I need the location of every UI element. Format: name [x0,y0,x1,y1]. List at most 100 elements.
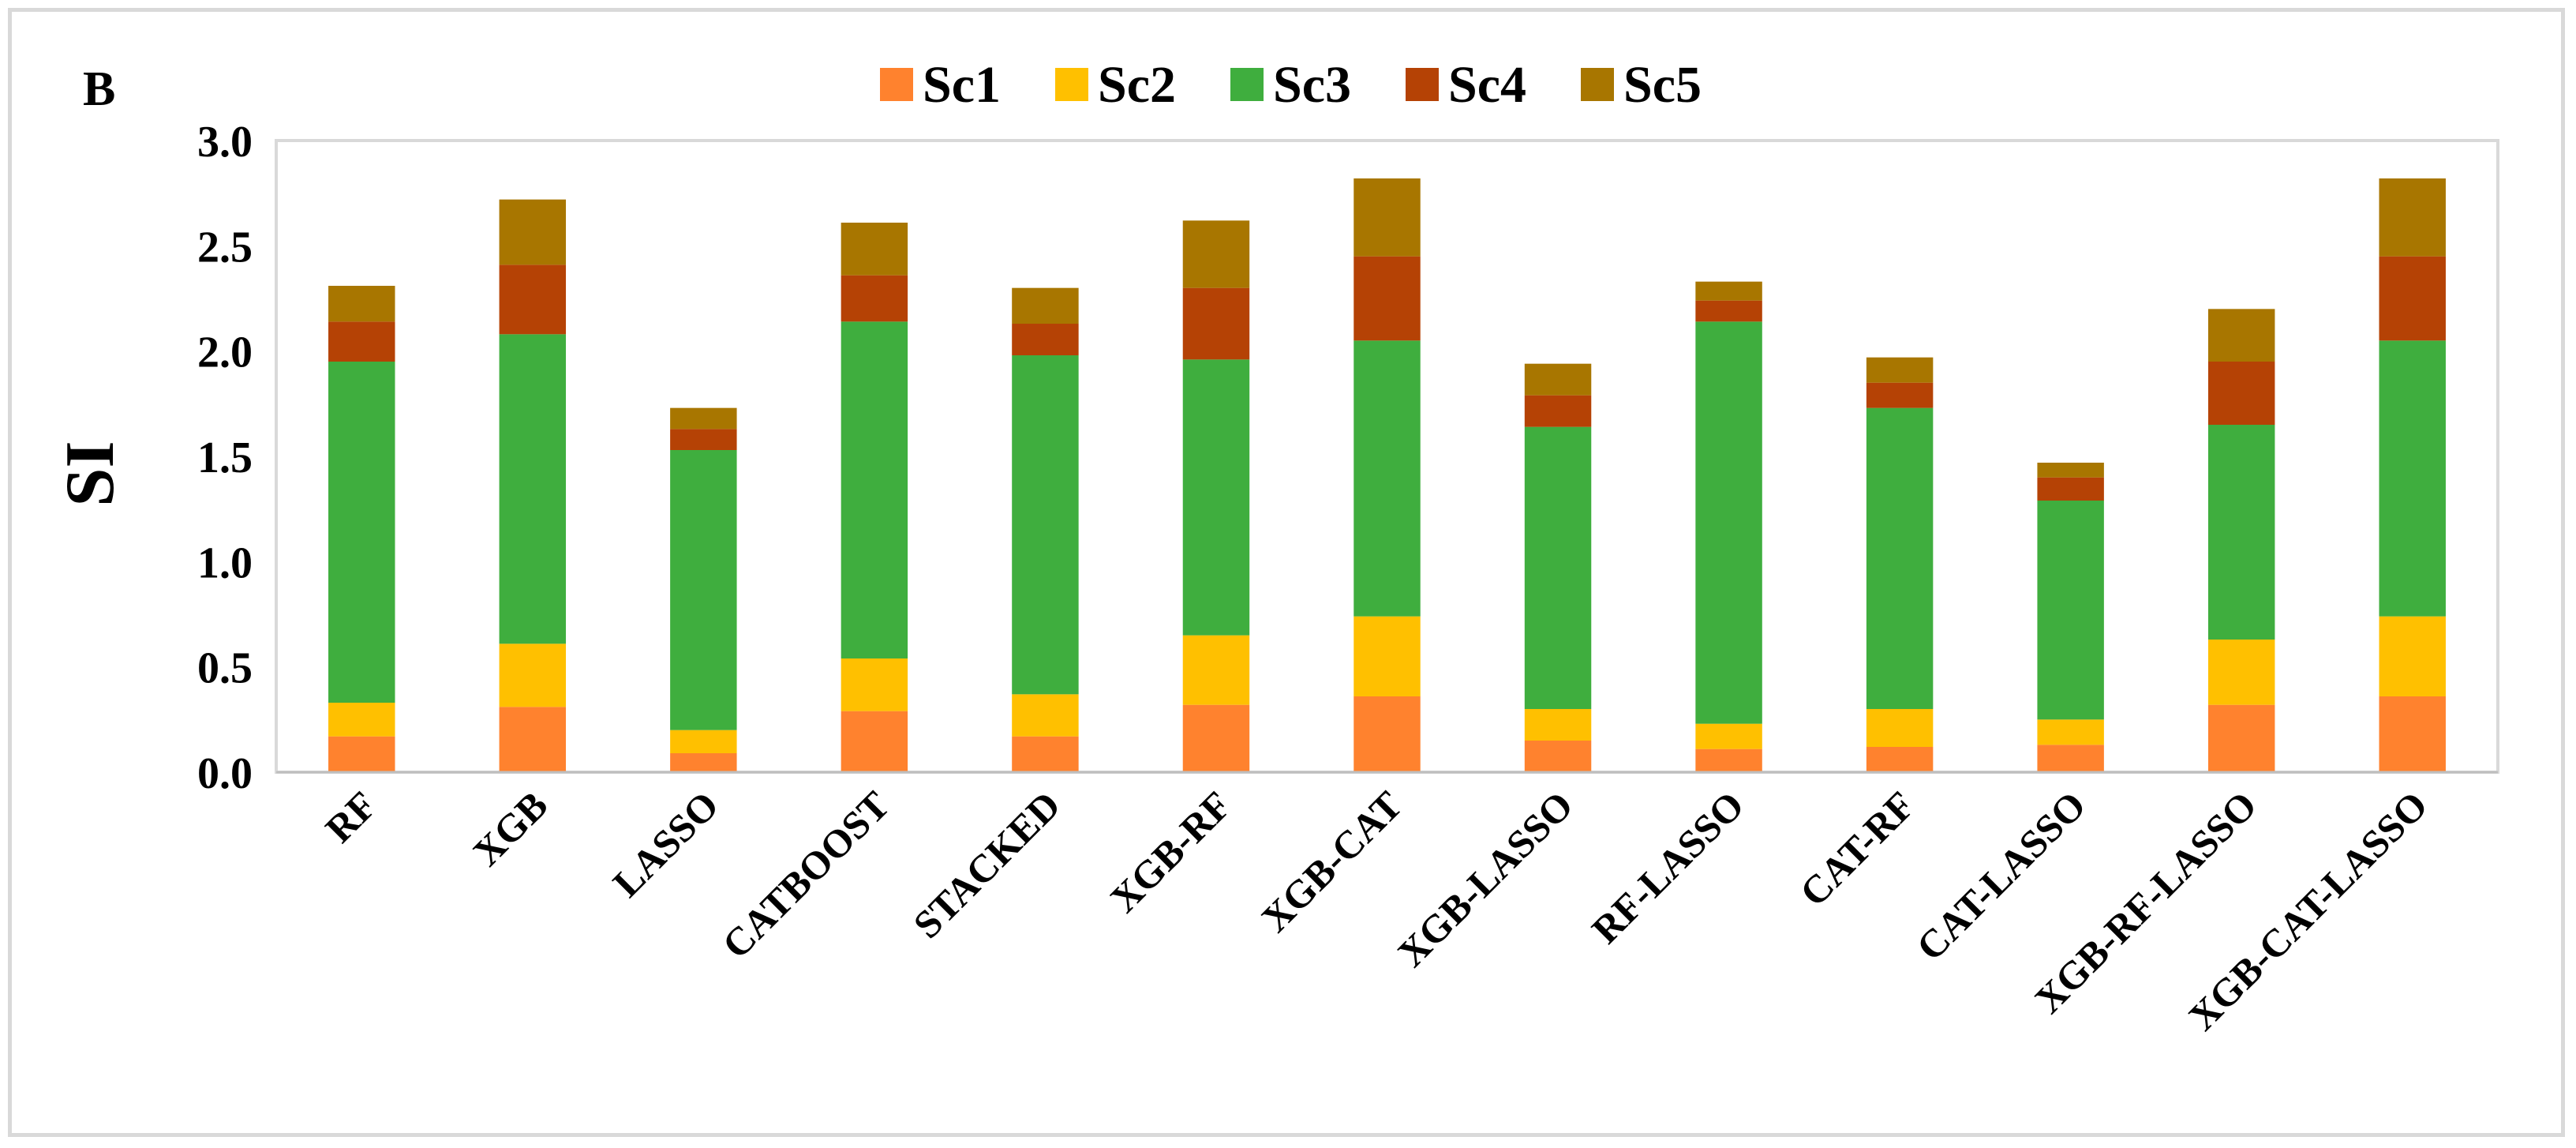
bar-segment-sc5-lasso [670,407,737,430]
x-tick-label: RF-LASSO [1583,782,1752,951]
bar-segment-sc2-xgb-rf [1182,635,1250,705]
bar-segment-sc2-xgb-lasso [1524,709,1592,741]
panel-label: B [83,62,115,116]
bar-segment-sc5-xgb [499,199,567,265]
bar-segment-sc5-xgb-rf [1182,220,1250,288]
bar-segment-sc5-rf-lasso [1695,281,1762,301]
bar-segment-sc4-lasso [670,429,737,450]
bar-segment-sc2-lasso [670,730,737,753]
bar-segment-sc5-cat-rf [1866,357,1934,383]
bar-segment-sc4-xgb-rf [1182,287,1250,360]
bar-segment-sc4-xgb-rf-lasso [2207,362,2275,425]
bar-segment-sc3-xgb-rf [1182,359,1250,636]
bar-segment-sc2-rf-lasso [1695,723,1762,749]
x-tick-label: RF [316,782,385,851]
bar-segment-sc5-cat-lasso [2037,463,2104,478]
chart-frame: B Sc1 Sc2 Sc3 Sc4 Sc5 0.0 0.5 1.0 1.5 2.0 2.5 3.0 … [8,8,2565,1137]
bar-segment-sc1-xgb [499,707,567,772]
bar-segment-sc5-xgb-cat [1354,178,1421,257]
bar-segment-sc3-xgb-cat [1354,340,1421,617]
bar-segment-sc4-xgb-lasso [1524,395,1592,427]
legend-swatch-sc3 [1230,68,1264,101]
y-axis: 0.0 0.5 1.0 1.5 2.0 2.5 3.0 [197,118,253,798]
legend-swatch-sc1 [880,68,913,101]
bar-segment-sc5-stacked [1012,287,1079,324]
bar-segment-sc1-lasso [670,753,737,772]
y-tick-label: 2.5 [197,223,253,272]
legend-label-sc2: Sc2 [1098,56,1176,114]
legend-swatch-sc5 [1581,68,1614,101]
legend-label-sc5: Sc5 [1623,56,1702,114]
bar-segment-sc3-xgb-lasso [1524,426,1592,709]
y-tick-label: 0.0 [197,749,253,798]
bar-segment-sc3-rf-lasso [1695,321,1762,724]
bar-segment-sc3-xgb-rf-lasso [2207,425,2275,640]
bar-segment-sc1-stacked [1012,736,1079,772]
bar-segment-sc4-rf-lasso [1695,300,1762,322]
legend-label-sc3: Sc3 [1273,56,1351,114]
x-tick-label: XGB [464,782,556,874]
bar-segment-sc1-rf-lasso [1695,748,1762,772]
bar-segment-sc3-xgb [499,334,567,644]
y-tick-label: 1.0 [197,538,253,587]
legend-label-sc4: Sc4 [1448,56,1526,114]
bar-segment-sc1-catboost [841,711,908,772]
bar-segment-sc2-xgb-rf-lasso [2207,640,2275,705]
bar-segment-sc1-xgb-lasso [1524,741,1592,772]
bar-segment-sc3-xgb-cat-lasso [2379,340,2446,617]
bar-segment-sc1-cat-lasso [2037,745,2104,772]
bar-segment-sc2-cat-rf [1866,709,1934,747]
y-tick-label: 3.0 [197,118,253,167]
bar-segment-sc1-xgb-cat [1354,696,1421,772]
bars [328,178,2446,772]
x-tick-label: LASSO [605,782,728,906]
y-tick-label: 2.0 [197,328,253,377]
bar-segment-sc2-catboost [841,658,908,711]
x-tick-label: CAT-LASSO [1908,782,2094,969]
bar-segment-sc5-xgb-rf-lasso [2207,309,2275,362]
bar-segment-sc2-xgb [499,643,567,707]
bar-segment-sc4-catboost [841,275,908,322]
bar-segment-sc3-rf [328,362,395,703]
bar-segment-sc4-cat-lasso [2037,477,2104,501]
y-axis-title: SI [52,441,129,506]
legend: Sc1 Sc2 Sc3 Sc4 Sc5 [880,56,1702,114]
y-tick-label: 1.5 [197,433,253,482]
bar-segment-sc5-xgb-cat-lasso [2379,178,2446,257]
bar-segment-sc4-xgb-cat-lasso [2379,256,2446,341]
legend-swatch-sc2 [1055,68,1088,101]
bar-segment-sc1-xgb-rf-lasso [2207,704,2275,772]
x-tick-label: STACKED [904,782,1069,947]
stacked-bar-chart: B Sc1 Sc2 Sc3 Sc4 Sc5 0.00.51.01.52.02.53.0 … [52,56,2499,1039]
bar-segment-sc1-cat-rf [1866,747,1934,772]
bar-segment-sc5-rf [328,286,395,322]
bar-segment-sc2-rf [328,703,395,737]
x-tick-label: CAT-RF [1792,782,1923,914]
bar-segment-sc3-stacked [1012,355,1079,695]
bar-segment-sc2-xgb-cat-lasso [2379,616,2446,696]
bar-segment-sc1-xgb-rf [1182,704,1250,772]
bar-segment-sc2-cat-lasso [2037,719,2104,745]
bar-segment-sc1-rf [328,736,395,772]
bar-segment-sc5-catboost [841,223,908,276]
x-tick-label: CATBOOST [713,782,897,966]
x-tick-label: XGB-LASSO [1389,782,1582,975]
bar-segment-sc3-lasso [670,450,737,730]
bar-segment-sc2-stacked [1012,694,1079,737]
bar-segment-sc1-xgb-cat-lasso [2379,696,2446,772]
bar-segment-sc4-cat-rf [1866,382,1934,408]
bar-segment-sc4-xgb-cat [1354,256,1421,341]
legend-swatch-sc4 [1406,68,1439,101]
legend-label-sc1: Sc1 [923,56,1001,114]
x-tick-label: XGB-RF [1102,782,1240,921]
bar-segment-sc2-xgb-cat [1354,616,1421,696]
bar-segment-sc4-rf [328,321,395,362]
bar-segment-sc4-stacked [1012,324,1079,355]
x-tick-label: XGB-CAT [1252,782,1410,940]
bar-segment-sc4-xgb [499,264,567,335]
bar-segment-sc3-cat-lasso [2037,501,2104,720]
bar-segment-sc3-catboost [841,321,908,658]
bar-segment-sc5-xgb-lasso [1524,363,1592,396]
y-tick-label: 0.5 [197,644,253,693]
